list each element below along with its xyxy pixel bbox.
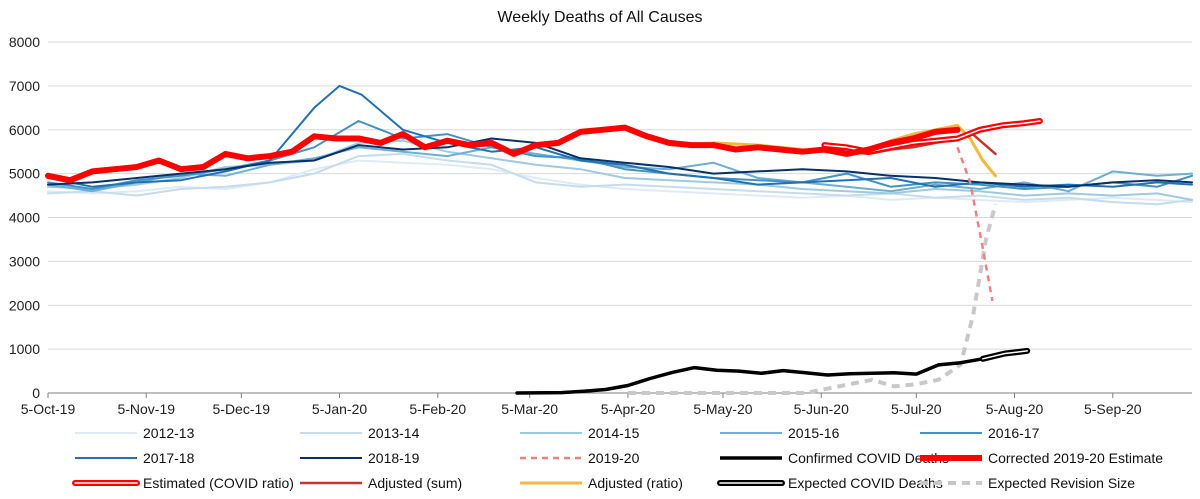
legend-label-expected-covid-deaths: Expected COVID Deaths [788,475,943,491]
x-tick-label: 5-Apr-20 [601,401,656,417]
legend-label-2017-18: 2017-18 [143,450,195,466]
x-axis: 5-Oct-19 5-Nov-19 5-Dec-19 5-Jan-20 5-Feb-20… [21,392,1192,417]
legend-label-estimated-covid-ratio: Estimated (COVID ratio) [143,475,294,491]
series-line-estimated-covid-ratio [821,118,1043,155]
series-line-2019-20 [956,146,994,302]
legend-label-expected-revision-size: Expected Revision Size [988,475,1135,491]
y-tick-label: 6000 [9,122,40,138]
series-line-confirmed-covid-deaths [515,357,985,395]
x-tick-label: 5-Jul-20 [891,401,942,417]
x-tick-label: 5-Dec-19 [213,401,271,417]
legend-label-confirmed-covid-deaths: Confirmed COVID Deaths [788,450,949,466]
chart-title: Weekly Deaths of All Causes [497,9,702,26]
y-tick-label: 8000 [9,34,40,50]
y-tick-label: 4000 [9,210,40,226]
x-tick-label: 5-Jan-20 [312,401,367,417]
series-line-2017-18 [47,84,1193,188]
x-tick-label: 5-Feb-20 [409,401,466,417]
series-line-2013-14 [47,152,1193,206]
legend-label-2014-15: 2014-15 [588,425,640,441]
legend-label-adjusted-sum: Adjusted (sum) [368,475,462,491]
series-line-2018-19 [47,137,1193,188]
y-tick-label: 1000 [9,341,40,357]
legend-label-2012-13: 2012-13 [143,425,195,441]
legend-label-2019-20: 2019-20 [588,450,640,466]
series-line-2012-13 [47,159,1193,204]
x-tick-label: 5-Jun-20 [794,401,849,417]
x-tick-label: 5-Sep-20 [1084,401,1142,417]
y-tick-label: 0 [32,385,40,401]
x-tick-label: 5-Mar-20 [501,401,558,417]
y-tick-label: 3000 [9,253,40,269]
x-tick-label: 5-Aug-20 [986,401,1044,417]
legend-label-2016-17: 2016-17 [988,425,1040,441]
series-line-inner-expected-covid-deaths [982,350,1028,360]
legend-label-2013-14: 2013-14 [368,425,420,441]
legend-label-corrected-2019-20-estimate: Corrected 2019-20 Estimate [988,450,1163,466]
series-line-corrected-2019-20-estimate [45,124,961,184]
legend-label-2018-19: 2018-19 [368,450,420,466]
series-line-expected-revision-size [627,203,998,395]
legend-label-2015-16: 2015-16 [788,425,840,441]
y-tick-label: 5000 [9,166,40,182]
y-tick-label: 2000 [9,297,40,313]
y-tick-label: 7000 [9,78,40,94]
x-tick-label: 5-Oct-19 [21,401,76,417]
x-tick-label: 5-May-20 [693,401,752,417]
x-tick-label: 5-Nov-19 [117,401,175,417]
legend: 2012-13 2013-14 2014-15 2015-16 2016-17 2017-… [72,425,1163,491]
y-axis: 0 1000 2000 3000 4000 5000 6000 7000 8000 [9,34,40,401]
legend-label-adjusted-ratio: Adjusted (ratio) [588,475,683,491]
plot-area [45,84,1193,395]
